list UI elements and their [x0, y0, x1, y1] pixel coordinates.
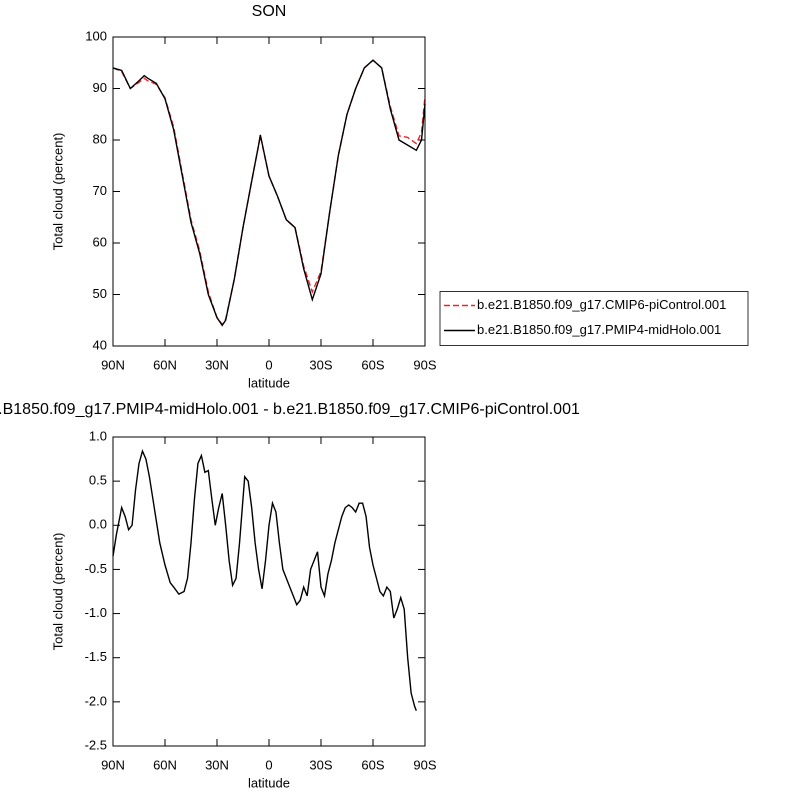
y-tick-label: 0.5 [89, 473, 107, 488]
y-tick-label: 90 [93, 80, 107, 95]
legend-box [439, 291, 749, 346]
chart-title: SON [252, 3, 287, 20]
y-tick-label: -1.5 [85, 649, 107, 664]
data-line [112, 59, 426, 326]
y-tick-label: 60 [93, 234, 107, 249]
legend-label: b.e21.B1850.f09_g17.PMIP4-midHolo.001 [477, 322, 721, 337]
x-tick-label: 60N [153, 357, 177, 372]
x-tick-label: 30N [205, 357, 229, 372]
chart-title: b.e21.B1850.f09_g17.PMIP4-midHolo.001 - … [0, 401, 580, 418]
y-tick-label: 70 [93, 183, 107, 198]
y-tick-label: 40 [93, 337, 107, 352]
data-line [112, 59, 426, 327]
y-tick-label: 1.0 [89, 428, 107, 443]
legend-label: b.e21.B1850.f09_g17.CMIP6-piControl.001 [477, 297, 726, 312]
y-tick-label: 80 [93, 131, 107, 146]
x-tick-label: 60N [153, 757, 177, 772]
y-tick-label: -0.5 [85, 561, 107, 576]
y-tick-label: 0.0 [89, 517, 107, 532]
y-tick-label: 100 [85, 28, 107, 43]
x-tick-label: 90N [101, 757, 125, 772]
data-line [112, 449, 417, 711]
x-axis-label: latitude [248, 375, 290, 390]
x-tick-label: 60S [361, 757, 384, 772]
x-tick-label: 90N [101, 357, 125, 372]
x-tick-label: 0 [265, 757, 272, 772]
y-tick-label: 50 [93, 286, 107, 301]
y-tick-label: -2.0 [85, 693, 107, 708]
x-tick-label: 60S [361, 357, 384, 372]
x-tick-label: 30N [205, 757, 229, 772]
x-tick-label: 30S [309, 757, 332, 772]
plot-frame [112, 36, 426, 347]
y-axis-label: Total cloud (percent) [50, 133, 65, 251]
x-axis-label: latitude [248, 775, 290, 790]
x-tick-label: 0 [265, 357, 272, 372]
y-tick-label: -1.0 [85, 605, 107, 620]
plot-frame [112, 436, 426, 747]
x-tick-label: 90S [413, 357, 436, 372]
y-axis-label: Total cloud (percent) [50, 533, 65, 651]
x-tick-label: 30S [309, 357, 332, 372]
y-tick-label: -2.5 [85, 737, 107, 752]
x-tick-label: 90S [413, 757, 436, 772]
